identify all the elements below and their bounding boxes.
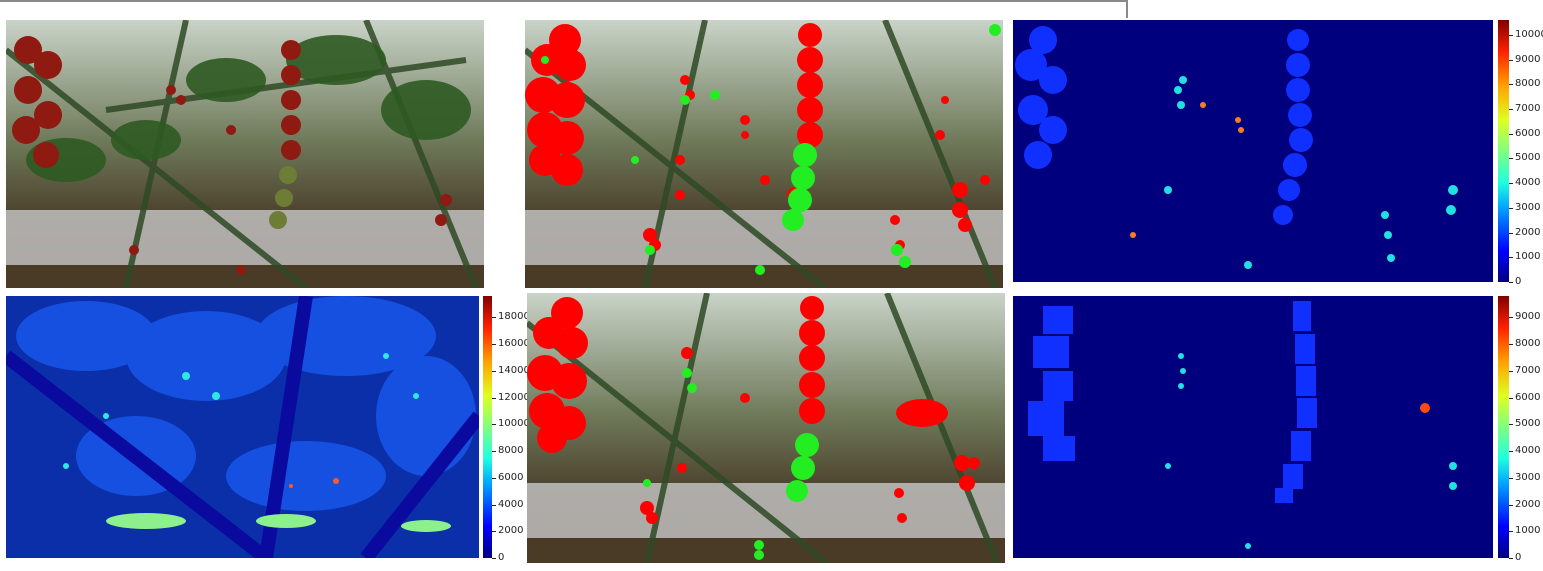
colorbar-tick-mark xyxy=(1509,282,1513,283)
colorbar-tick-label: 6000 xyxy=(1515,392,1541,403)
heatmap-bottom-right-image xyxy=(1013,296,1493,558)
colorbar-tick-label: 0 xyxy=(1515,552,1522,563)
colorbar-tick-label: 0 xyxy=(498,552,505,563)
colorbar-tick-mark xyxy=(1509,344,1513,345)
colorbar-tick-label: 14000 xyxy=(498,365,530,376)
heatmap-bottom-right-panel xyxy=(1013,296,1493,558)
colorbar-tick-label: 4000 xyxy=(498,499,524,510)
colorbar-tick-label: 0 xyxy=(1515,276,1522,287)
colorbar-tick-mark xyxy=(1509,183,1513,184)
colorbar-tick-label: 7000 xyxy=(1515,365,1541,376)
colorbar-tick-label: 3000 xyxy=(1515,472,1541,483)
colorbar-tick-label: 9000 xyxy=(1515,54,1541,65)
colorbar-tick-mark xyxy=(492,424,496,425)
colorbar-tick-mark xyxy=(492,371,496,372)
heatmap-bottom-left-panel xyxy=(6,296,479,558)
colorbar-tick-mark xyxy=(1509,35,1513,36)
colorbar-tick-label: 2000 xyxy=(1515,227,1541,238)
colorbar-tick-mark xyxy=(492,478,496,479)
colorbar-tick-label: 1000 xyxy=(1515,251,1541,262)
colorbar-tick-mark xyxy=(1509,208,1513,209)
detections-top-panel xyxy=(525,20,1003,288)
colorbar-tick-label: 7000 xyxy=(1515,103,1541,114)
colorbar-tick-mark xyxy=(492,451,496,452)
colorbar-tick-mark xyxy=(492,317,496,318)
colorbar-tick-mark xyxy=(1509,558,1513,559)
colorbar-tick-label: 4000 xyxy=(1515,445,1541,456)
colorbar-top-right xyxy=(1498,20,1509,282)
colorbar-tick-label: 6000 xyxy=(1515,128,1541,139)
colorbar-tick-label: 8000 xyxy=(498,445,524,456)
colorbar-tick-label: 4000 xyxy=(1515,177,1541,188)
colorbar-tick-label: 12000 xyxy=(498,392,530,403)
colorbar-tick-label: 5000 xyxy=(1515,418,1541,429)
colorbar-tick-label: 16000 xyxy=(498,338,530,349)
colorbar-tick-label: 2000 xyxy=(498,525,524,536)
colorbar-tick-mark xyxy=(1509,531,1513,532)
colorbar-tick-mark xyxy=(492,398,496,399)
rgb-photo xyxy=(6,20,484,288)
heatmap-top-right-panel xyxy=(1013,20,1493,282)
detections-bottom-image xyxy=(527,293,1005,563)
colorbar-tick-mark xyxy=(1509,257,1513,258)
colorbar-tick-mark xyxy=(1509,398,1513,399)
colorbar-tick-label: 8000 xyxy=(1515,338,1541,349)
rgb-photo-panel xyxy=(6,20,484,288)
colorbar-tick-mark xyxy=(492,505,496,506)
colorbar-bottom-left xyxy=(483,296,492,558)
colorbar-tick-mark xyxy=(1509,317,1513,318)
colorbar-tick-mark xyxy=(1509,134,1513,135)
detections-bottom-panel xyxy=(527,293,1005,563)
colorbar-tick-label: 9000 xyxy=(1515,311,1541,322)
colorbar-tick-mark xyxy=(492,531,496,532)
detections-top-image xyxy=(525,20,1003,288)
heatmap-top-right-image xyxy=(1013,20,1493,282)
colorbar-tick-mark xyxy=(1509,60,1513,61)
colorbar-tick-mark xyxy=(1509,109,1513,110)
colorbar-tick-mark xyxy=(1509,233,1513,234)
colorbar-tick-mark xyxy=(1509,451,1513,452)
colorbar-tick-mark xyxy=(492,344,496,345)
colorbar-tick-label: 8000 xyxy=(1515,78,1541,89)
colorbar-tick-label: 10000 xyxy=(498,418,530,429)
top-frame-line xyxy=(0,0,1128,2)
colorbar-tick-label: 10000 xyxy=(1515,29,1543,40)
right-frame-line xyxy=(1126,0,1128,18)
colorbar-tick-mark xyxy=(1509,505,1513,506)
colorbar-tick-mark xyxy=(1509,424,1513,425)
heatmap-bottom-left-image xyxy=(6,296,479,558)
colorbar-tick-label: 2000 xyxy=(1515,499,1541,510)
colorbar-tick-mark xyxy=(1509,84,1513,85)
colorbar-tick-mark xyxy=(1509,158,1513,159)
colorbar-bottom-right xyxy=(1498,296,1509,558)
colorbar-tick-mark xyxy=(492,558,496,559)
colorbar-tick-label: 6000 xyxy=(498,472,524,483)
colorbar-tick-label: 18000 xyxy=(498,311,530,322)
colorbar-tick-mark xyxy=(1509,371,1513,372)
colorbar-tick-label: 5000 xyxy=(1515,152,1541,163)
colorbar-tick-label: 3000 xyxy=(1515,202,1541,213)
colorbar-tick-label: 1000 xyxy=(1515,525,1541,536)
colorbar-tick-mark xyxy=(1509,478,1513,479)
